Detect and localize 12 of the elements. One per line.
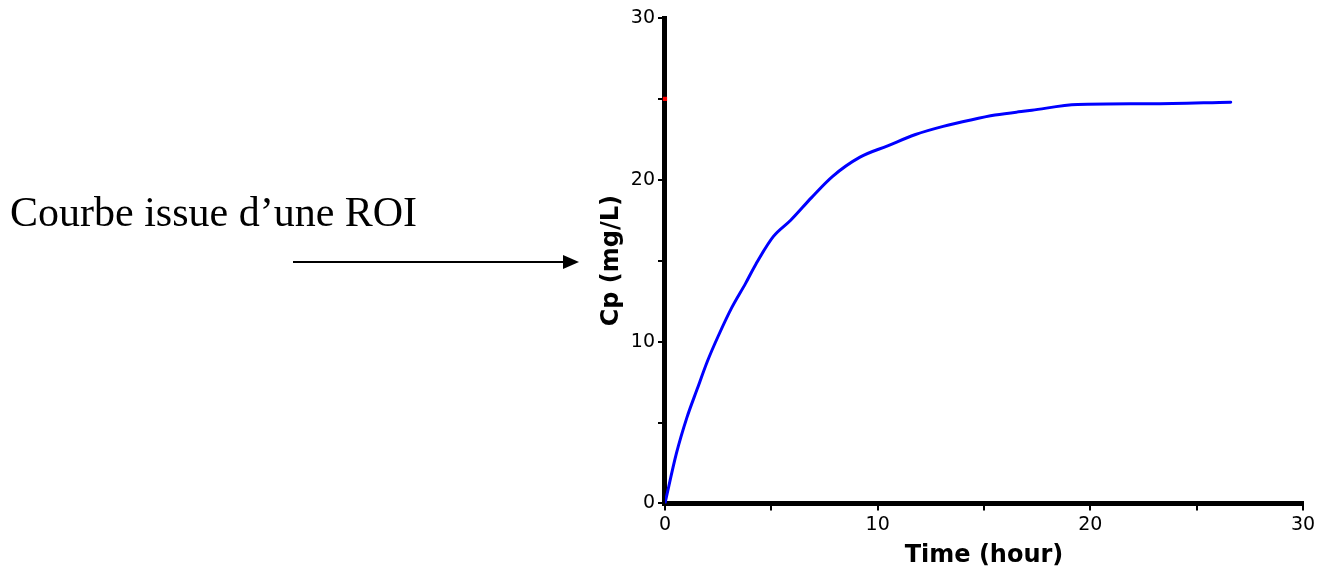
x-tick-label: 20 [1078, 511, 1103, 534]
y-axis-title: Cp (mg/L) [595, 195, 624, 327]
y-tick-label: 20 [630, 166, 655, 189]
text: Courbe issue d’une ROI [10, 188, 418, 236]
x-tick-label: 0 [658, 511, 672, 534]
y-tick-label: 0 [642, 490, 655, 513]
y-tick-label: 30 [630, 4, 655, 27]
x-tick-label: 10 [865, 511, 890, 534]
x-tick-label: 30 [1290, 511, 1316, 534]
line-series [664, 100, 1233, 504]
y-tick-label: 10 [630, 328, 655, 351]
x-axis-title: Time (hour) [904, 539, 1064, 568]
